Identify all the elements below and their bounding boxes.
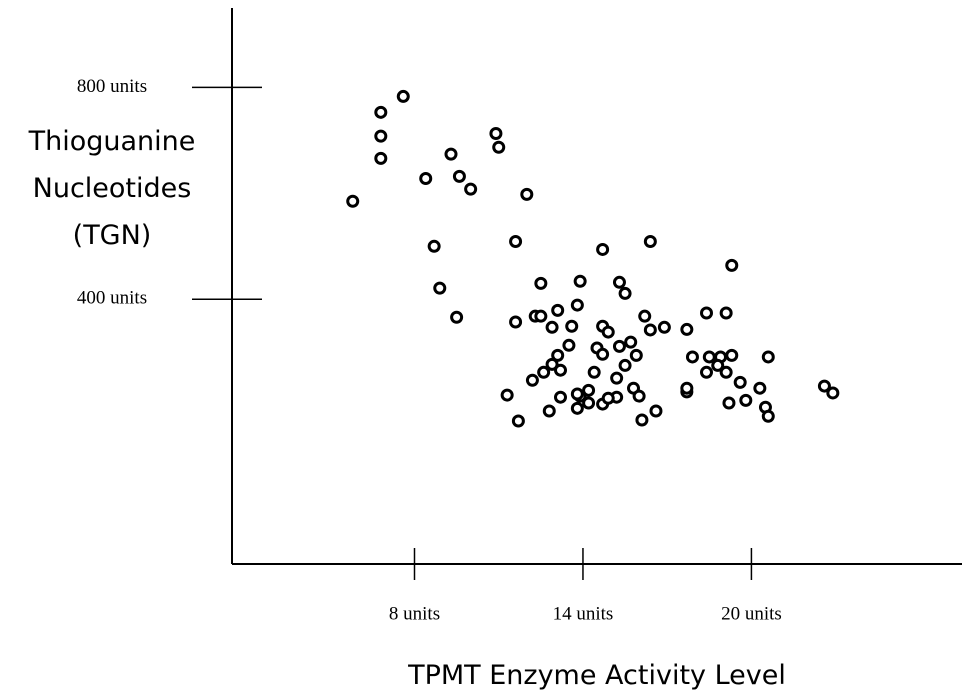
point	[562, 338, 576, 352]
point	[582, 383, 596, 397]
point	[570, 401, 584, 415]
point	[427, 239, 441, 253]
point	[374, 105, 388, 119]
point	[374, 151, 388, 165]
point	[509, 315, 523, 329]
point	[635, 413, 649, 427]
point	[464, 182, 478, 196]
point	[733, 375, 747, 389]
point	[643, 323, 657, 337]
point	[525, 373, 539, 387]
x-axis-label: TPMT Enzyme Activity Level	[408, 660, 786, 691]
point	[551, 348, 565, 362]
y-axis-label: Thioguanine Nucleotides (TGN)	[28, 126, 196, 251]
point	[551, 303, 565, 317]
point	[618, 358, 632, 372]
point	[739, 393, 753, 407]
point	[492, 140, 506, 154]
point	[554, 363, 567, 377]
point	[601, 325, 615, 339]
point	[719, 365, 733, 379]
point	[680, 322, 694, 336]
point	[587, 365, 601, 379]
point	[610, 371, 624, 385]
point	[657, 320, 671, 334]
point	[680, 381, 694, 395]
point	[534, 309, 548, 323]
x-tick-label: 14 units	[553, 603, 614, 624]
point	[702, 350, 716, 364]
point	[725, 258, 739, 272]
point	[537, 365, 551, 379]
point	[629, 348, 643, 362]
point	[554, 390, 567, 404]
point	[596, 242, 610, 256]
point	[700, 306, 713, 320]
point	[346, 194, 360, 208]
point	[374, 129, 388, 143]
point	[452, 169, 466, 183]
point	[722, 396, 736, 410]
point	[685, 350, 699, 364]
point	[601, 391, 615, 405]
point	[753, 381, 767, 395]
point	[761, 409, 775, 423]
point	[509, 235, 523, 249]
point	[817, 379, 831, 393]
point	[618, 286, 632, 300]
x-tick-label: 8 units	[389, 603, 440, 624]
point	[649, 404, 663, 418]
point	[520, 187, 534, 201]
point	[396, 89, 410, 103]
point	[582, 396, 596, 410]
point	[573, 274, 587, 288]
point	[612, 339, 626, 353]
point	[700, 365, 713, 379]
point	[826, 386, 840, 400]
point	[534, 276, 548, 290]
point	[570, 298, 584, 312]
point	[596, 347, 610, 361]
point	[725, 348, 739, 362]
point	[761, 350, 775, 364]
point	[444, 147, 458, 161]
point	[612, 275, 626, 289]
point	[624, 335, 638, 349]
point	[565, 319, 579, 333]
point	[419, 172, 433, 186]
point	[719, 306, 733, 320]
y-tick-label: 400 units	[77, 288, 147, 309]
point	[545, 357, 559, 371]
point	[542, 404, 556, 418]
point	[643, 235, 657, 249]
point	[450, 310, 464, 324]
point	[433, 281, 447, 295]
point	[545, 320, 559, 334]
point	[638, 309, 652, 323]
point	[632, 389, 646, 403]
point	[711, 358, 725, 372]
point	[511, 414, 525, 428]
point	[489, 126, 503, 140]
x-tick-label: 20 units	[721, 603, 782, 624]
point	[500, 388, 514, 402]
y-tick-label: 800 units	[77, 76, 147, 97]
point	[570, 387, 584, 401]
